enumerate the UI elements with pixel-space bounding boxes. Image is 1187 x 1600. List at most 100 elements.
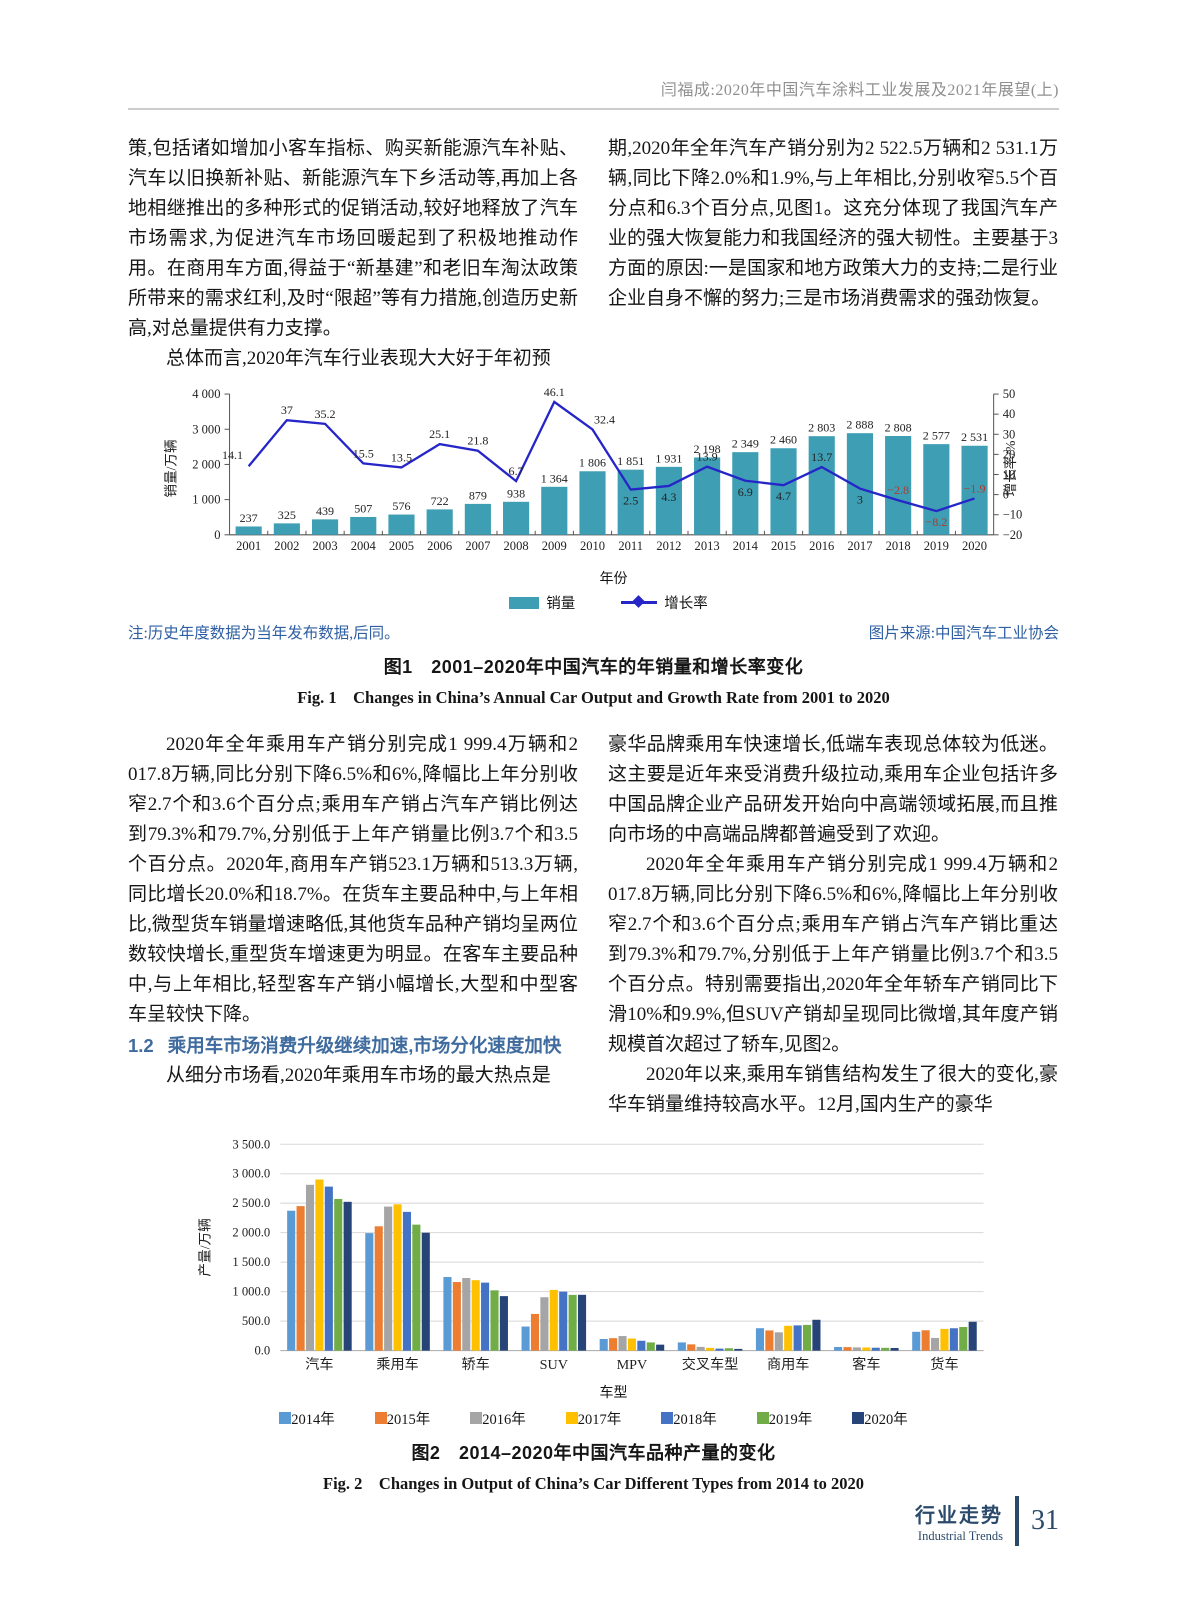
legend-item-2016年: 2016年 (470, 1408, 526, 1429)
paragraph: 总体而言,2020年汽车行业表现大大好于年初预 (166, 348, 551, 369)
y-tick-left: 4 000 (192, 387, 220, 401)
y-tick: 2 500.0 (232, 1196, 270, 1210)
growth-value-label: 2.5 (623, 494, 638, 508)
output-bar-商用车-2018年 (793, 1325, 802, 1351)
heading-text: 乘用车市场消费升级继续加速,市场分化速度加快 (167, 1035, 562, 1056)
legend-label: 2016年 (482, 1412, 526, 1428)
output-bar-汽车-2018年 (324, 1186, 333, 1351)
section-heading-1-2: 1.2 乘用车市场消费升级继续加速,市场分化速度加快 (128, 1031, 578, 1060)
y-tick-right: 40 (1003, 407, 1016, 421)
legend-item-2017年: 2017年 (565, 1408, 621, 1429)
x-tick-year: 2020 (962, 539, 987, 553)
growth-value-label: 46.1 (544, 385, 565, 399)
output-bar-轿车-2018年 (480, 1282, 489, 1351)
x-tick-year: 2006 (427, 539, 452, 553)
output-bar-MPV-2018年 (636, 1340, 645, 1351)
text-block-2: 2020年全年乘用车产销分别完成1 999.4万辆和2 017.8万辆,同比分别… (128, 730, 1059, 1120)
year-legend-swatch (565, 1412, 578, 1424)
output-bar-乘用车-2015年 (374, 1226, 383, 1351)
sales-bar-2019 (923, 444, 950, 535)
output-bar-MPV-2019年 (646, 1342, 655, 1351)
growth-value-label: 14.1 (222, 448, 243, 462)
x-tick-year: 2012 (656, 539, 681, 553)
sales-bar-2011 (617, 469, 644, 535)
year-legend-swatch (279, 1412, 292, 1424)
sales-bar-2008 (503, 501, 530, 535)
output-bar-MPV-2017年 (627, 1338, 636, 1351)
figure1-caption-en: Fig. 1 Changes in China’s Annual Car Out… (297, 688, 890, 707)
bar-value-label: 439 (316, 504, 334, 518)
x-tick-category: 商用车 (766, 1356, 808, 1373)
sales-bar-2020 (961, 445, 988, 535)
growth-value-label: 13.5 (391, 450, 412, 464)
y-tick: 500.0 (241, 1314, 269, 1328)
growth-value-label: −8.2 (925, 515, 947, 529)
output-bar-货车-2018年 (949, 1328, 958, 1351)
growth-value-label: −1.9 (964, 481, 986, 495)
output-bar-货车-2015年 (921, 1330, 930, 1351)
x-tick-year: 2016 (809, 539, 834, 553)
x-tick-year: 2014 (733, 539, 759, 553)
growth-value-label: 25.1 (429, 427, 450, 441)
legend-item-2019年: 2019年 (756, 1408, 813, 1429)
growth-value-label: −2.8 (887, 483, 909, 497)
output-bar-客车-2017年 (861, 1347, 870, 1351)
growth-value-label: 13.7 (811, 450, 832, 464)
growth-value-label: 37 (281, 403, 293, 417)
x-tick-year: 2010 (580, 539, 605, 553)
sales-bar-2003 (311, 519, 339, 535)
growth-value-label: 13.9 (697, 450, 718, 464)
x-tick-category: MPV (616, 1357, 647, 1373)
x-tick-year: 2003 (313, 539, 338, 553)
x-tick-category: 轿车 (461, 1356, 489, 1373)
growth-value-label: 32.4 (594, 412, 615, 426)
figure2-xlabel: 车型 (599, 1386, 628, 1401)
x-tick-year: 2008 (504, 539, 529, 553)
sales-bar-2012 (655, 466, 682, 535)
bar-value-label: 2 198 (694, 442, 721, 456)
output-bar-货车-2014年 (911, 1331, 920, 1351)
bar-value-label: 2 808 (885, 420, 912, 434)
output-bar-汽车-2015年 (296, 1206, 305, 1351)
paragraph: 策,包括诸如增加小客车指标、购买新能源汽车补贴、汽车以旧换新补贴、新能源汽车下乡… (128, 138, 578, 339)
y-tick: 0.0 (254, 1344, 270, 1358)
output-bar-货车-2017年 (939, 1328, 949, 1351)
bar-value-label: 2 349 (732, 437, 759, 451)
y-axis-title-right: 增长率/% (1002, 441, 1018, 497)
output-bar-客车-2016年 (852, 1347, 861, 1351)
bar-value-label: 1 851 (617, 454, 644, 468)
y-tick-left: 0 (214, 528, 220, 542)
output-bar-汽车-2016年 (305, 1184, 314, 1351)
growth-value-label: 21.8 (467, 434, 488, 448)
x-tick-category: 货车 (930, 1356, 958, 1373)
sales-bar-2004 (350, 516, 377, 535)
output-bar-商用车-2017年 (783, 1325, 792, 1351)
y-tick-right: 0 (1003, 488, 1009, 502)
legend-item-growth: 增长率 (621, 592, 708, 613)
output-bar-MPV-2015年 (608, 1338, 617, 1351)
output-bar-客车-2015年 (842, 1347, 852, 1351)
output-bar-客车-2019年 (880, 1347, 889, 1351)
footer-section-en: Industrial Trends (917, 1528, 1003, 1543)
y-tick-right: 20 (1003, 447, 1016, 461)
legend-label: 2019年 (768, 1412, 813, 1428)
output-bar-MPV-2016年 (617, 1336, 627, 1351)
running-head: 闫福成:2020年中国汽车涂料工业发展及2021年展望(上) (660, 82, 1059, 99)
diamond-marker-icon (632, 594, 646, 608)
bar-value-label: 1 931 (655, 451, 682, 465)
output-bar-交叉车型-2015年 (686, 1344, 695, 1351)
paragraph: 2020年全年乘用车产销分别完成1 999.4万辆和2 017.8万辆,同比分别… (128, 734, 578, 1025)
paragraph: 从细分市场看,2020年乘用车市场的最大热点是 (166, 1065, 551, 1086)
paragraph: 豪华品牌乘用车快速增长,低端车表现总体较为低迷。这主要是近年来受消费升级拉动,乘… (608, 734, 1058, 845)
output-bar-轿车-2017年 (471, 1280, 480, 1351)
output-bar-货车-2019年 (958, 1327, 967, 1351)
output-bar-SUV-2014年 (521, 1326, 530, 1351)
sales-legend-swatch (509, 596, 540, 609)
figure1-caption-zh: 图1 2001–2020年中国汽车的年销量和增长率变化 (383, 657, 804, 677)
page-footer: 行业走势 Industrial Trends 31 (915, 1496, 1059, 1546)
y-tick-right: 10 (1003, 468, 1016, 482)
year-legend-swatch (374, 1412, 387, 1424)
year-legend-swatch (756, 1412, 769, 1424)
y-tick-left: 3 000 (192, 422, 220, 436)
output-bar-货车-2020年 (968, 1321, 977, 1351)
